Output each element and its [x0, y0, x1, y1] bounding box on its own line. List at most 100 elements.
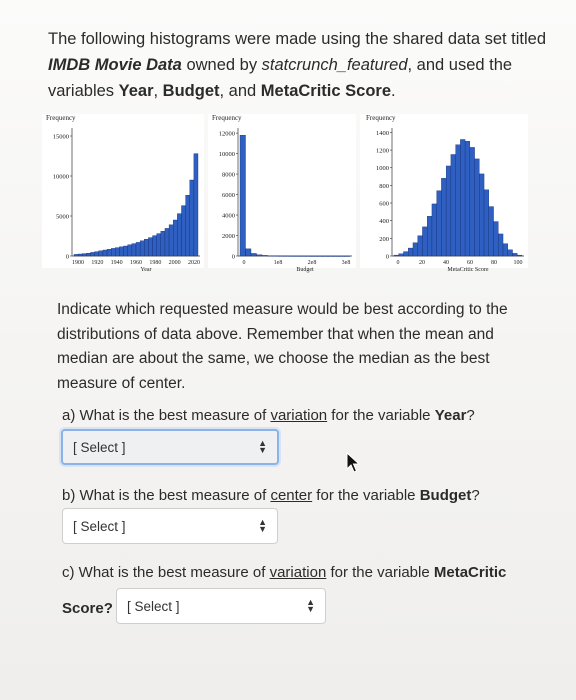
histogram-bar [393, 254, 399, 257]
x-tick-label: 1960 [130, 260, 142, 266]
histogram-bar [474, 158, 480, 257]
histogram-bar [86, 253, 91, 257]
question-a-end: ? [466, 407, 475, 424]
question-b-prefix: b) What is the best measure of [62, 487, 271, 504]
intro-text-4: , [153, 82, 163, 100]
histogram-bar [460, 139, 466, 257]
dataset-name: IMDB Movie Data [48, 56, 182, 74]
y-tick-label: 200 [379, 236, 389, 243]
question-c-score: Score? [62, 600, 113, 617]
y-tick-label: 15000 [53, 134, 69, 141]
variable-year: Year [118, 82, 154, 100]
histogram-bar [483, 189, 489, 257]
histogram-budget-svg: Frequency 12000 10000 8000 6000 4000 2000 0 0 1e8… [208, 114, 356, 273]
question-a: a) What is the best measure of variation… [62, 407, 475, 424]
x-tick-label: 2000 [169, 260, 181, 266]
question-a-variable: Year [434, 407, 467, 424]
question-c-keyword: variation [269, 564, 327, 581]
histogram-bar [256, 254, 263, 257]
dataset-owner: statcrunch_featured [261, 56, 408, 74]
instruction-text: Indicate which requested measure would b… [57, 301, 508, 392]
histogram-bar [94, 251, 99, 257]
x-tick-label: 100 [514, 260, 523, 266]
histogram-bar [111, 248, 116, 257]
histogram-bar [181, 205, 186, 257]
histograms: Frequency 15000 10000 5000 0 1900 1920 1940 1960… [42, 108, 528, 298]
select-c[interactable]: [ Select ] ▲ ▼ [116, 588, 326, 624]
histogram-bar [250, 253, 257, 257]
histogram-bar [311, 255, 318, 257]
histogram-bar [135, 242, 141, 257]
histogram-bar [469, 147, 475, 257]
histogram-bar [493, 221, 499, 257]
histogram-bar [123, 245, 128, 257]
x-tick-label: 2020 [188, 260, 200, 266]
y-axis-label: Frequency [46, 114, 76, 122]
x-tick-label: 3e8 [342, 260, 351, 266]
select-arrows-icon: ▲ ▼ [258, 438, 267, 455]
histogram-bar [300, 255, 307, 257]
chart-background [208, 114, 356, 268]
x-tick-label: 1920 [91, 260, 103, 266]
y-tick-label: 6000 [222, 192, 235, 199]
mouse-pointer-icon [346, 452, 361, 473]
x-tick-label: 60 [467, 260, 473, 266]
x-tick-label: 40 [443, 260, 449, 266]
x-tick-label: 1940 [111, 260, 123, 266]
question-c-suffix: for the variable [326, 564, 434, 581]
question-c-variable: MetaCritic [433, 564, 507, 581]
x-axis-label: MetaCritic Score [447, 267, 488, 273]
x-tick-label: 1900 [72, 260, 84, 266]
y-tick-label: 1200 [376, 148, 389, 155]
histogram-bar [119, 246, 124, 257]
question-c-prefix: c) What is the best measure of [62, 564, 270, 581]
histogram-bar [90, 252, 95, 257]
histogram-bar [417, 235, 423, 257]
x-axis-label: Year [140, 267, 151, 273]
histogram-bar [115, 247, 120, 257]
question-b-keyword: center [270, 487, 313, 504]
question-a-keyword: variation [270, 407, 328, 424]
histogram-bar [512, 253, 518, 257]
histogram-bar [245, 248, 252, 257]
select-arrows-icon: ▲ ▼ [258, 517, 267, 534]
x-tick-label: 2e8 [308, 260, 317, 266]
histogram-bar [98, 250, 104, 257]
intro-paragraph: The following histograms were made using… [48, 26, 553, 104]
histogram-bar [422, 226, 428, 257]
select-a[interactable]: [ Select ] ▲ ▼ [61, 429, 279, 465]
histogram-metacritic-svg: Frequency 1400 1200 1000 800 600 400 200 0 0 20 40 6… [360, 114, 528, 273]
y-axis-label: Frequency [366, 114, 396, 122]
y-tick-label: 2000 [222, 233, 235, 240]
select-b[interactable]: [ Select ] ▲ ▼ [62, 508, 278, 544]
histogram-bar [173, 219, 178, 257]
histogram-bar [498, 233, 504, 257]
y-tick-label: 800 [379, 183, 389, 190]
histogram-bar [102, 249, 108, 257]
y-tick-label: 600 [379, 201, 389, 208]
histogram-year: Frequency 15000 10000 5000 0 1900 1920 1940 1960… [42, 108, 204, 273]
histogram-bar [507, 249, 513, 257]
question-b-variable: Budget [419, 487, 472, 504]
histogram-bar [239, 134, 246, 257]
histogram-bar [148, 237, 153, 257]
y-tick-label: 12000 [219, 131, 235, 138]
histogram-bar [160, 231, 166, 257]
histogram-bar [131, 243, 137, 257]
y-tick-label: 10000 [53, 174, 69, 181]
histogram-bar [408, 247, 414, 257]
y-tick-label: 1400 [376, 130, 389, 137]
histogram-bar [164, 228, 170, 257]
y-tick-label: 0 [386, 254, 389, 261]
histogram-bar [436, 190, 442, 257]
histogram-bar [502, 243, 508, 257]
y-tick-label: 400 [379, 218, 389, 225]
intro-text-2: owned by [181, 56, 262, 74]
question-b-end: ? [471, 487, 480, 504]
question-b-suffix: for the variable [312, 487, 420, 504]
question-c-line2: Score? [62, 600, 113, 617]
y-tick-label: 10000 [219, 151, 235, 158]
histogram-bar [189, 179, 195, 257]
histogram-bar [267, 255, 274, 257]
